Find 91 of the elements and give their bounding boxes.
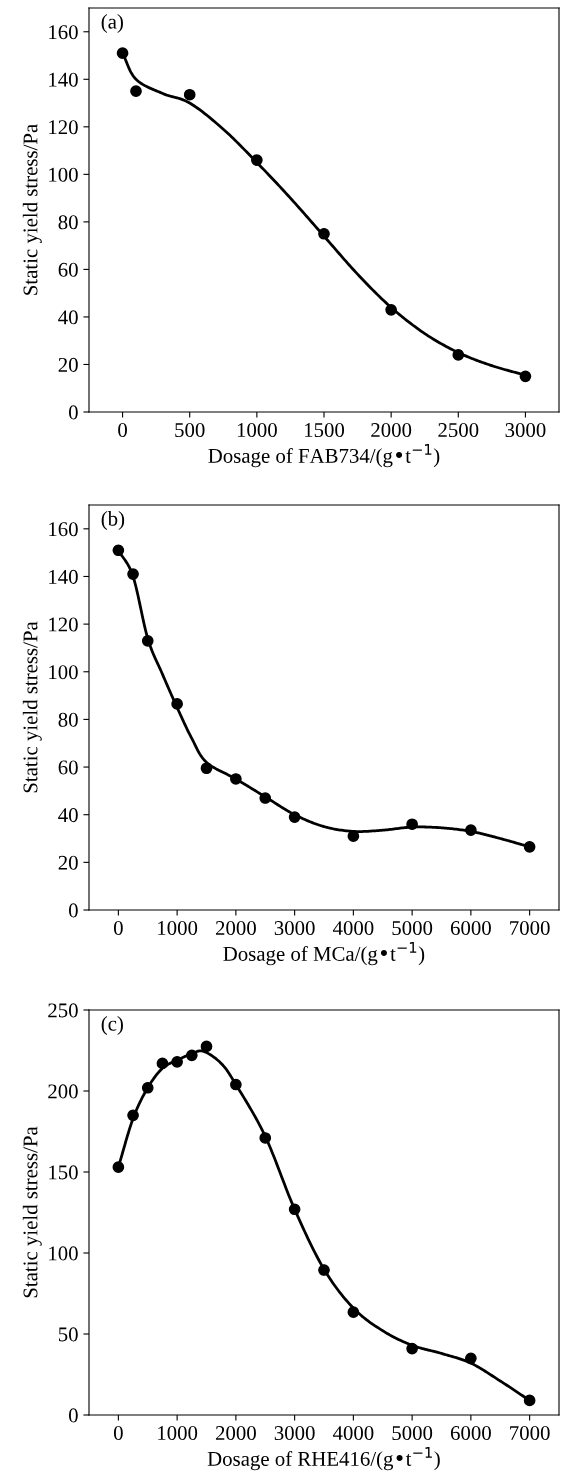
x-tick-label: 6000 — [450, 921, 491, 936]
annotation: (a) — [101, 14, 123, 33]
x-tick-label: 5000 — [392, 1426, 433, 1441]
point — [116, 47, 129, 59]
y-tick-label: 0 — [68, 405, 78, 420]
point — [259, 792, 272, 804]
x-tick-label: 0 — [118, 423, 127, 438]
x-tick-label: 2500 — [438, 423, 479, 438]
point — [523, 1394, 536, 1407]
x-tick-label: 0 — [113, 921, 123, 936]
y-tick-label: 20 — [58, 357, 78, 372]
y-tick-label: 250 — [48, 1003, 78, 1018]
y-tick-label: 120 — [49, 120, 78, 135]
point — [185, 1049, 198, 1062]
y-tick-label: 200 — [48, 1084, 78, 1099]
x-tick-label: 1000 — [158, 921, 198, 936]
y-tick-label: 140 — [49, 569, 78, 584]
point — [318, 227, 330, 240]
x-tick-label: 500 — [175, 423, 205, 438]
point — [318, 1264, 330, 1276]
y-tick-label: 160 — [49, 522, 78, 537]
y-tick-label: 150 — [49, 1165, 78, 1180]
y-tick-label: 40 — [58, 808, 78, 823]
x-tick-label: 1500 — [305, 423, 345, 438]
point — [406, 818, 418, 831]
y-axis-title: Static yield stress/Pa — [22, 1126, 42, 1298]
x-tick-label: 3000 — [505, 423, 546, 438]
x-tick-label: 6000 — [450, 1426, 491, 1441]
y-tick-label: 50 — [58, 1327, 78, 1342]
x-tick-label: 4000 — [332, 921, 374, 936]
x-tick-label: 7000 — [510, 921, 550, 936]
point — [127, 1109, 139, 1122]
annotation: (b) — [101, 511, 125, 530]
y-tick-label: 100 — [49, 1246, 78, 1261]
annotation: (c) — [101, 1016, 123, 1035]
y-tick-label: 60 — [58, 760, 78, 775]
y-tick-label: 100 — [49, 665, 78, 680]
point — [230, 773, 242, 785]
x-tick-label: 2000 — [215, 921, 256, 936]
y-tick-label: 0 — [68, 903, 78, 918]
y-axis-title: Static yield stress/Pa — [22, 124, 42, 295]
y-axis-title: Static yield stress/Pa — [22, 621, 42, 793]
point — [251, 154, 263, 166]
point — [259, 1132, 272, 1144]
point — [127, 568, 139, 580]
x-axis-title: Dosage of FAB734/(g•t$^{−1}$) — [208, 444, 440, 468]
x-tick-label: 1000 — [237, 423, 277, 438]
point — [406, 1342, 418, 1355]
x-axis-title: Dosage of RHE416/(g•t$^{−1}$) — [207, 1447, 440, 1471]
point — [288, 1203, 301, 1216]
y-tick-label: 140 — [49, 72, 78, 87]
y-tick-label: 100 — [49, 167, 78, 182]
point — [200, 1040, 213, 1053]
point — [141, 1081, 154, 1094]
x-tick-label: 3000 — [274, 921, 315, 936]
point — [347, 830, 360, 842]
y-tick-label: 160 — [49, 25, 78, 40]
point — [200, 762, 213, 775]
x-tick-label: 2000 — [371, 423, 412, 438]
y-tick-label: 80 — [58, 712, 78, 727]
point — [141, 634, 154, 647]
point — [112, 1161, 125, 1173]
x-tick-label: 2000 — [215, 1426, 256, 1441]
point — [156, 1057, 169, 1070]
point — [385, 303, 397, 316]
x-tick-label: 3000 — [274, 1426, 315, 1441]
y-tick-label: 80 — [58, 215, 78, 230]
x-tick-label: 7000 — [510, 1426, 550, 1441]
y-tick-label: 120 — [49, 617, 78, 632]
point — [130, 85, 142, 98]
point — [519, 370, 532, 383]
x-tick-label: 5000 — [392, 921, 433, 936]
point — [347, 1306, 360, 1318]
point — [465, 824, 477, 837]
y-tick-label: 60 — [58, 262, 78, 277]
x-tick-label: 4000 — [332, 1426, 374, 1441]
point — [465, 1352, 477, 1365]
point — [171, 698, 183, 710]
y-tick-label: 20 — [58, 855, 78, 870]
x-axis-title: Dosage of MCa/(g•t$^{−1}$) — [223, 942, 425, 966]
point — [288, 811, 301, 823]
point — [183, 88, 196, 101]
point — [230, 1078, 242, 1091]
y-tick-label: 0 — [68, 1408, 78, 1423]
point — [523, 841, 536, 853]
point — [171, 1055, 183, 1068]
x-tick-label: 1000 — [158, 1426, 198, 1441]
point — [112, 544, 125, 557]
x-tick-label: 0 — [113, 1426, 123, 1441]
point — [452, 349, 465, 361]
y-tick-label: 40 — [58, 310, 78, 325]
